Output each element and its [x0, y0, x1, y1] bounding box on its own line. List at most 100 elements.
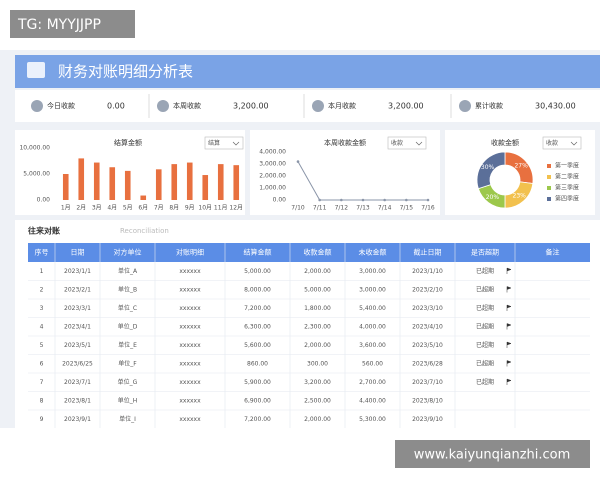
point	[296, 160, 300, 163]
table-cell: 560.00	[362, 360, 383, 367]
table-cell: 2,000.00	[304, 268, 331, 275]
x-tick-label: 7/14	[378, 205, 392, 212]
point	[405, 198, 408, 202]
legend-label: 第二季度	[555, 173, 579, 181]
table-cell: 2023/4/10	[412, 323, 443, 330]
table-cell: 5,300.00	[359, 416, 386, 423]
table-subtitle: Reconciliation	[120, 227, 169, 235]
table-cell: 8,000.00	[244, 286, 271, 293]
y-tick-label: 0.00	[273, 197, 287, 204]
table-cell: 5,000.00	[244, 268, 271, 275]
kpi-label: 本周收款	[173, 101, 201, 110]
table-cell: 2,700.00	[359, 379, 386, 386]
table-cell: 860.00	[247, 360, 268, 367]
table-cell: 2,500.00	[304, 397, 331, 404]
overdue-flag	[506, 286, 512, 293]
bar	[62, 174, 69, 200]
watermark-box	[10, 10, 135, 38]
table-cell: 4,000.00	[359, 323, 386, 330]
legend-swatch	[547, 175, 551, 179]
table-cell: 已超期	[476, 341, 494, 349]
table-cell: 2023/4/1	[64, 323, 91, 330]
table-cell: 6,900.00	[244, 397, 271, 404]
column-header: 未收金额	[359, 248, 387, 257]
dropdown-arrow	[415, 141, 423, 146]
column-header: 收款金额	[304, 248, 332, 257]
table-cell: xxxxxx	[179, 342, 201, 349]
kpi-label: 累计收款	[475, 101, 503, 110]
table-cell: 2023/8/1	[64, 397, 91, 404]
table-cell: 7	[40, 379, 44, 386]
table-cell: 单位_I	[119, 415, 136, 423]
table: 序号 日期 对方单位 对账明细 结算金额 收款金额 未收金额 截止日期 是否超期 备注 1 2023/…	[28, 243, 590, 428]
kpi-value: 30,430.00	[535, 102, 576, 111]
table-cell: 6,300.00	[244, 323, 271, 330]
table-cell: 2023/9/1	[64, 416, 91, 423]
header-icon	[27, 62, 45, 78]
header-title: 财务对账明细分析表	[58, 63, 193, 81]
table-cell: 7,200.00	[244, 416, 271, 423]
column-header: 备注	[546, 248, 560, 257]
bar	[155, 169, 162, 200]
table-cell: 4,400.00	[359, 397, 386, 404]
bar	[186, 162, 193, 200]
footer-watermark: www.kaiyunqianzhi.com	[414, 448, 571, 463]
table-cell: 7,200.00	[244, 305, 271, 312]
x-tick-label: 10月	[198, 205, 212, 212]
x-tick-label: 7/12	[335, 205, 349, 212]
point	[340, 198, 343, 202]
bar	[217, 164, 224, 200]
table-cell: 2,000.00	[304, 416, 331, 423]
x-tick-label: 7/13	[356, 205, 370, 212]
footer-box	[395, 440, 590, 468]
y-tick-label: 4,000.00	[259, 149, 286, 156]
table-cell: 单位_E	[118, 341, 137, 349]
kpi-value: 3,200.00	[388, 102, 424, 111]
x-tick-label: 7月	[154, 205, 164, 212]
table-cell: 3	[40, 305, 44, 312]
dropdown-value: 收款	[546, 139, 558, 147]
x-tick-label: 12月	[229, 205, 243, 212]
column-header: 对账明细	[176, 248, 204, 257]
bar	[233, 165, 240, 200]
bar	[78, 158, 85, 200]
table-cell: 单位_A	[118, 267, 138, 275]
x-tick-label: 2月	[76, 205, 86, 212]
dropdown	[387, 136, 427, 150]
table-cell: 2023/5/10	[412, 342, 443, 349]
x-tick-label: 7/10	[291, 205, 305, 212]
table-cell: 单位_G	[118, 378, 138, 386]
kpi-icon	[157, 100, 169, 112]
table-cell: 9	[40, 416, 44, 423]
point	[361, 198, 365, 202]
slice-label: 20%	[486, 194, 500, 201]
chart-title: 本周收款金额	[324, 138, 366, 147]
y-tick-label: 0.00	[37, 197, 51, 204]
table-cell: 单位_B	[118, 285, 137, 293]
point	[318, 198, 321, 202]
table-cell: 单位_H	[118, 396, 138, 404]
table-cell: xxxxxx	[179, 360, 201, 367]
table-cell: 2023/6/25	[62, 360, 93, 367]
overdue-flag	[506, 323, 512, 330]
y-tick-label: 5,000.00	[23, 171, 50, 178]
column-header: 是否超期	[471, 248, 499, 257]
dropdown	[542, 136, 582, 150]
table-cell: 2,300.00	[304, 323, 331, 330]
kpi-icon	[31, 100, 43, 112]
table-cell: 2023/3/1	[64, 305, 91, 312]
overdue-flag	[506, 304, 512, 311]
table-cell: xxxxxx	[179, 323, 201, 330]
table-cell: 2023/6/28	[412, 360, 443, 367]
y-tick-label: 1,000.00	[259, 185, 286, 192]
table-cell: 已超期	[476, 285, 494, 293]
y-tick-label: 2,000.00	[259, 173, 286, 180]
table-cell: xxxxxx	[179, 397, 201, 404]
table-cell: 3,000.00	[359, 286, 386, 293]
table-cell: 2023/9/10	[412, 416, 443, 423]
table-cell: xxxxxx	[179, 286, 201, 293]
watermark: TG: MYYJJPP	[17, 17, 101, 33]
table-title: 往来对账	[28, 226, 60, 236]
